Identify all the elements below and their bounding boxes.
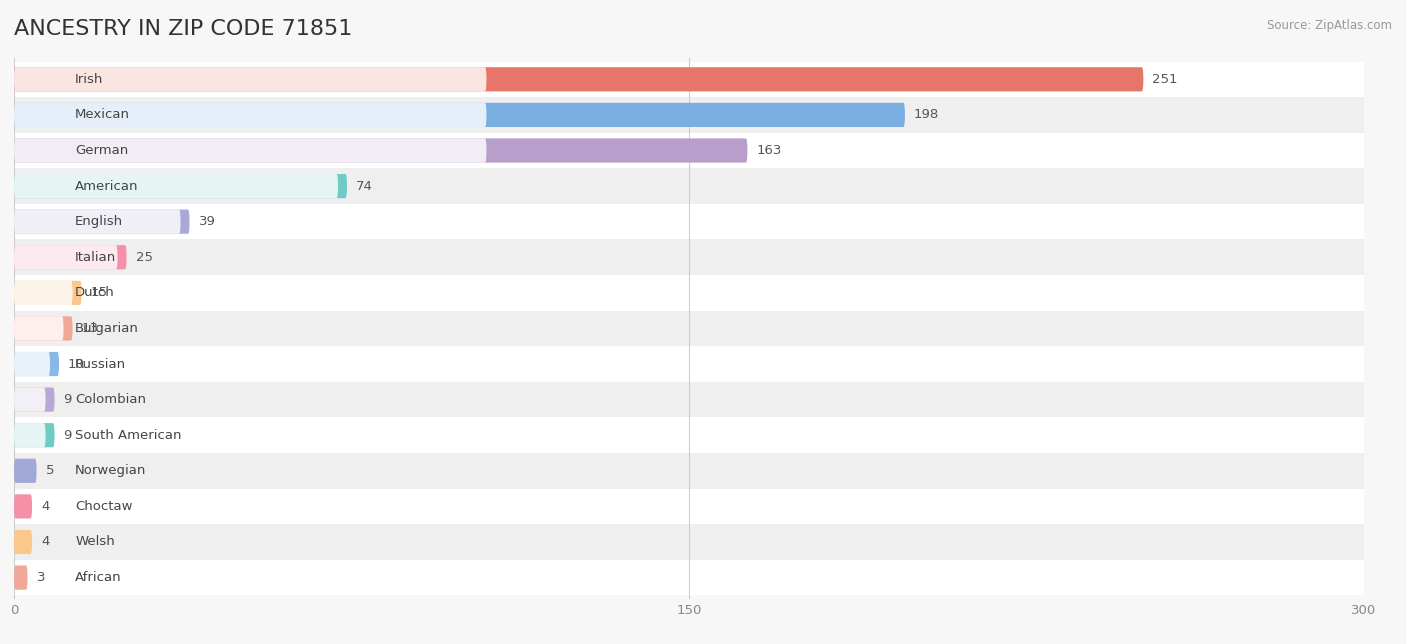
FancyBboxPatch shape bbox=[14, 281, 73, 305]
Text: Norwegian: Norwegian bbox=[76, 464, 146, 477]
Text: 4: 4 bbox=[41, 500, 49, 513]
FancyBboxPatch shape bbox=[14, 275, 1364, 310]
FancyBboxPatch shape bbox=[14, 245, 127, 269]
Text: Choctaw: Choctaw bbox=[76, 500, 132, 513]
FancyBboxPatch shape bbox=[14, 423, 45, 448]
Text: Dutch: Dutch bbox=[76, 287, 115, 299]
FancyBboxPatch shape bbox=[14, 133, 1364, 168]
Text: Irish: Irish bbox=[76, 73, 104, 86]
FancyBboxPatch shape bbox=[14, 103, 905, 127]
FancyBboxPatch shape bbox=[14, 530, 32, 554]
Text: Welsh: Welsh bbox=[76, 535, 115, 549]
FancyBboxPatch shape bbox=[14, 62, 1364, 97]
FancyBboxPatch shape bbox=[14, 382, 1364, 417]
Text: Source: ZipAtlas.com: Source: ZipAtlas.com bbox=[1267, 19, 1392, 32]
Text: 15: 15 bbox=[90, 287, 107, 299]
Text: African: African bbox=[76, 571, 122, 584]
Text: 25: 25 bbox=[135, 251, 152, 264]
Text: American: American bbox=[76, 180, 139, 193]
Text: 74: 74 bbox=[356, 180, 373, 193]
FancyBboxPatch shape bbox=[14, 352, 59, 376]
Text: German: German bbox=[76, 144, 128, 157]
FancyBboxPatch shape bbox=[14, 388, 45, 412]
FancyBboxPatch shape bbox=[14, 565, 28, 590]
FancyBboxPatch shape bbox=[14, 67, 486, 91]
Text: 251: 251 bbox=[1153, 73, 1178, 86]
Text: Italian: Italian bbox=[76, 251, 117, 264]
Text: 9: 9 bbox=[63, 393, 72, 406]
Text: South American: South American bbox=[76, 429, 181, 442]
FancyBboxPatch shape bbox=[14, 168, 1364, 204]
FancyBboxPatch shape bbox=[14, 560, 1364, 595]
Text: 198: 198 bbox=[914, 108, 939, 122]
FancyBboxPatch shape bbox=[14, 204, 1364, 240]
FancyBboxPatch shape bbox=[14, 388, 55, 412]
FancyBboxPatch shape bbox=[14, 209, 180, 234]
FancyBboxPatch shape bbox=[14, 495, 32, 518]
FancyBboxPatch shape bbox=[14, 346, 1364, 382]
FancyBboxPatch shape bbox=[14, 281, 82, 305]
FancyBboxPatch shape bbox=[14, 138, 486, 162]
Text: 39: 39 bbox=[198, 215, 215, 228]
FancyBboxPatch shape bbox=[14, 352, 51, 376]
Text: 163: 163 bbox=[756, 144, 782, 157]
FancyBboxPatch shape bbox=[14, 423, 55, 448]
FancyBboxPatch shape bbox=[14, 67, 1143, 91]
Text: Bulgarian: Bulgarian bbox=[76, 322, 139, 335]
FancyBboxPatch shape bbox=[14, 316, 63, 341]
Text: 4: 4 bbox=[41, 535, 49, 549]
FancyBboxPatch shape bbox=[14, 489, 1364, 524]
FancyBboxPatch shape bbox=[14, 138, 748, 162]
Text: ANCESTRY IN ZIP CODE 71851: ANCESTRY IN ZIP CODE 71851 bbox=[14, 19, 353, 39]
FancyBboxPatch shape bbox=[14, 316, 73, 341]
FancyBboxPatch shape bbox=[14, 524, 1364, 560]
Text: 9: 9 bbox=[63, 429, 72, 442]
FancyBboxPatch shape bbox=[14, 245, 118, 269]
FancyBboxPatch shape bbox=[14, 240, 1364, 275]
FancyBboxPatch shape bbox=[14, 459, 37, 483]
Text: English: English bbox=[76, 215, 124, 228]
FancyBboxPatch shape bbox=[14, 453, 1364, 489]
FancyBboxPatch shape bbox=[14, 174, 337, 198]
Text: 10: 10 bbox=[67, 357, 84, 370]
FancyBboxPatch shape bbox=[14, 417, 1364, 453]
Text: Colombian: Colombian bbox=[76, 393, 146, 406]
Text: Russian: Russian bbox=[76, 357, 127, 370]
FancyBboxPatch shape bbox=[14, 103, 486, 127]
Text: 5: 5 bbox=[45, 464, 53, 477]
Text: 3: 3 bbox=[37, 571, 45, 584]
FancyBboxPatch shape bbox=[14, 174, 347, 198]
Text: 13: 13 bbox=[82, 322, 98, 335]
FancyBboxPatch shape bbox=[14, 97, 1364, 133]
FancyBboxPatch shape bbox=[14, 310, 1364, 346]
Text: Mexican: Mexican bbox=[76, 108, 131, 122]
FancyBboxPatch shape bbox=[14, 209, 190, 234]
